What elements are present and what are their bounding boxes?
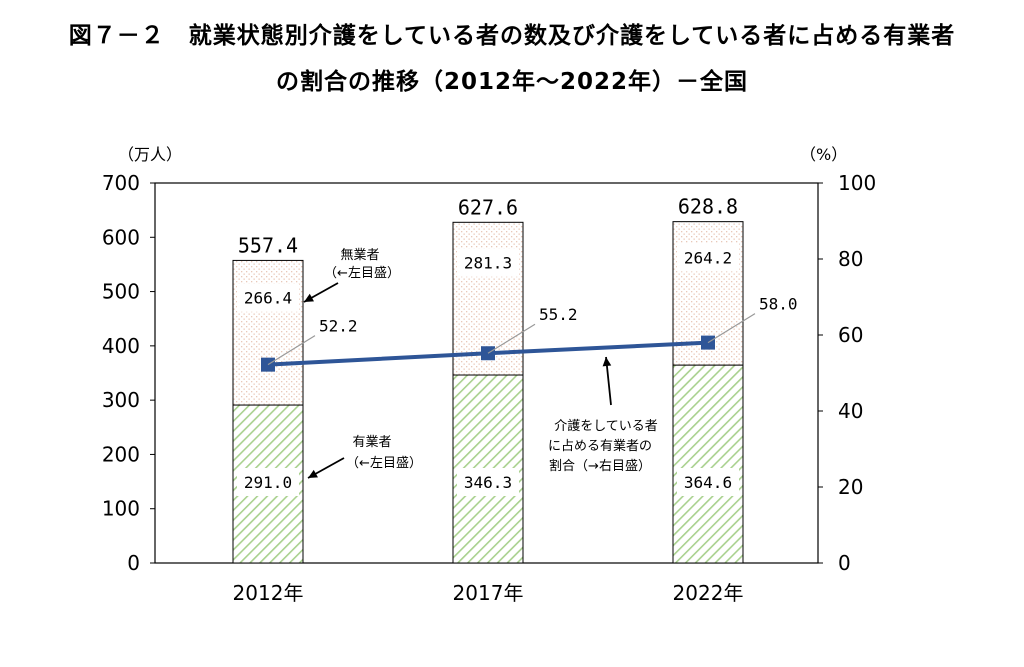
arrow-yugyo-head [308,469,318,478]
data-label-yugyosha: 346.3 [464,473,512,492]
y-right-tick-label: 100 [838,171,876,195]
x-tick-label: 2012年 [233,581,304,605]
ratio-leader [707,313,756,344]
data-label-mugyosha: 266.4 [244,289,292,308]
y-right-tick-label: 0 [838,551,851,575]
ratio-leader [267,335,316,366]
annotation-ratio-line1: 介護をしている者 [554,418,658,434]
bar-mugyosha [232,259,304,406]
arrow-mugyo-head [304,293,314,302]
y-right-tick-label: 20 [838,475,863,499]
data-label-total: 627.6 [458,195,518,219]
data-label-yugyosha: 291.0 [244,473,292,492]
y-left-tick-label: 200 [102,442,140,466]
label-box [677,468,739,496]
y-left-tick-label: 0 [127,551,140,575]
ratio-leader [487,323,536,354]
annotation-ratio-line2: に占める有業者の [548,438,652,454]
y-left-unit: （万人） [118,145,182,164]
y-left-tick-label: 400 [102,334,140,358]
y-left-tick-label: 700 [102,171,140,195]
annotation-yugyo-name: 有業者 [352,434,391,450]
data-label-mugyosha: 264.2 [684,248,732,267]
y-right-tick-label: 60 [838,323,863,347]
x-tick-label: 2022年 [673,581,744,605]
data-label-total: 557.4 [238,233,298,257]
y-right-unit: （%） [800,145,847,164]
y-left-tick-label: 100 [102,497,140,521]
annotation-mugyo-scale: （←左目盛） [324,266,400,281]
bar-yugyosha [672,364,744,564]
label-box [237,468,299,496]
label-box [457,468,519,496]
arrow-ratio-head [602,357,612,367]
label-box [677,243,739,272]
chart-title-line1: 図７－２ 就業状態別介護をしている者の数及び介護をしている者に占める有業者 [68,23,956,49]
data-label-mugyosha: 281.3 [464,254,512,273]
y-right-tick-label: 40 [838,399,863,423]
data-label-ratio: 58.0 [759,295,798,314]
y-left-tick-label: 500 [102,280,140,304]
label-box [237,283,299,312]
y-left-tick-label: 300 [102,388,140,412]
annotation-mugyo-name: 無業者 [340,247,379,263]
annotation-yugyo-scale: （←左目盛） [346,456,422,471]
data-label-ratio: 52.2 [319,317,358,336]
y-left-tick-label: 600 [102,225,140,249]
y-right-tick-label: 80 [838,247,863,271]
chart-title-line2: の割合の推移（2012年～2022年）－全国 [275,69,749,95]
label-box [457,248,519,277]
data-label-total: 628.8 [678,195,738,219]
data-label-ratio: 55.2 [539,305,578,324]
annotation-ratio-line3: 割合（→右目盛） [549,458,651,474]
data-label-yugyosha: 364.6 [684,473,732,492]
x-tick-label: 2017年 [453,581,524,605]
